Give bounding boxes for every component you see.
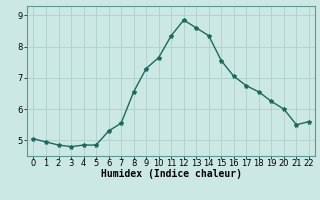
X-axis label: Humidex (Indice chaleur): Humidex (Indice chaleur) (101, 169, 242, 179)
